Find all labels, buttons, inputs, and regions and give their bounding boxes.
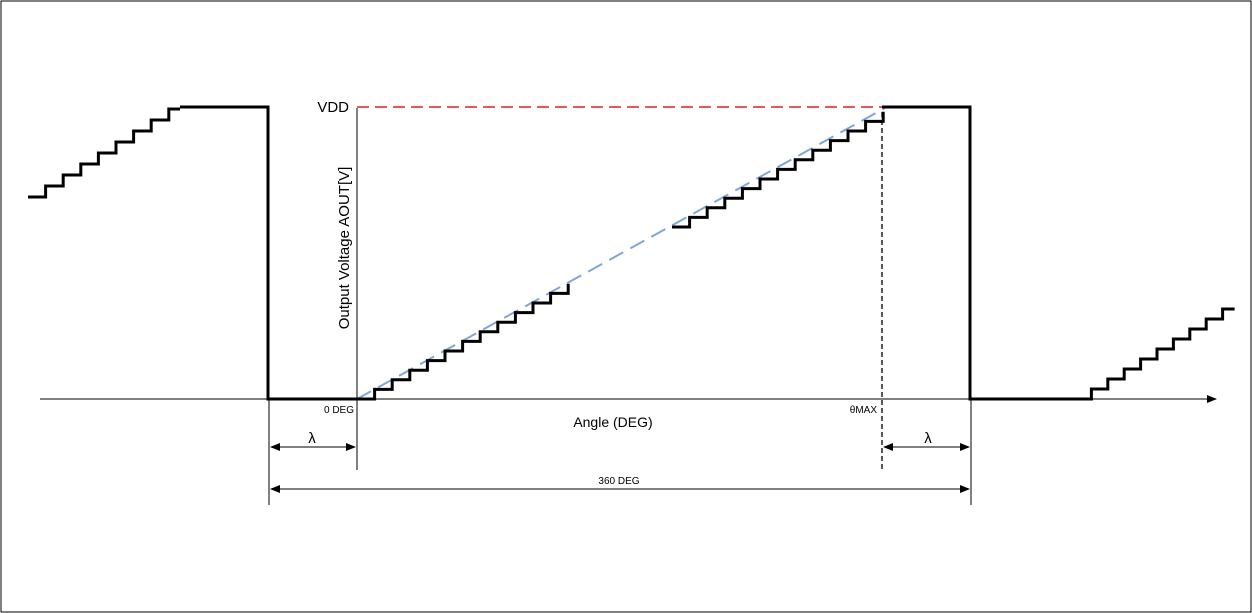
left-clamp-pulse <box>180 105 357 401</box>
lambda-right-label: λ <box>924 430 932 447</box>
lambda-left-label: λ <box>308 430 316 447</box>
y-axis-label: Output Voltage AOUT[V] <box>336 167 353 330</box>
right-staircase-segment <box>1075 307 1235 401</box>
theta-max-label: θMAX <box>850 405 878 416</box>
span-label: 360 DEG <box>598 476 639 487</box>
main-staircase-lower <box>357 283 570 401</box>
waveform <box>28 105 1235 401</box>
vdd-label: VDD <box>317 99 349 116</box>
main-staircase-upper <box>672 111 885 229</box>
zero-deg-label: 0 DEG <box>324 405 354 416</box>
x-axis-label: Angle (DEG) <box>573 414 652 430</box>
left-staircase-segment <box>28 107 180 199</box>
ideal-linear-ramp <box>356 107 886 400</box>
right-clamp-pulse <box>882 105 1075 401</box>
